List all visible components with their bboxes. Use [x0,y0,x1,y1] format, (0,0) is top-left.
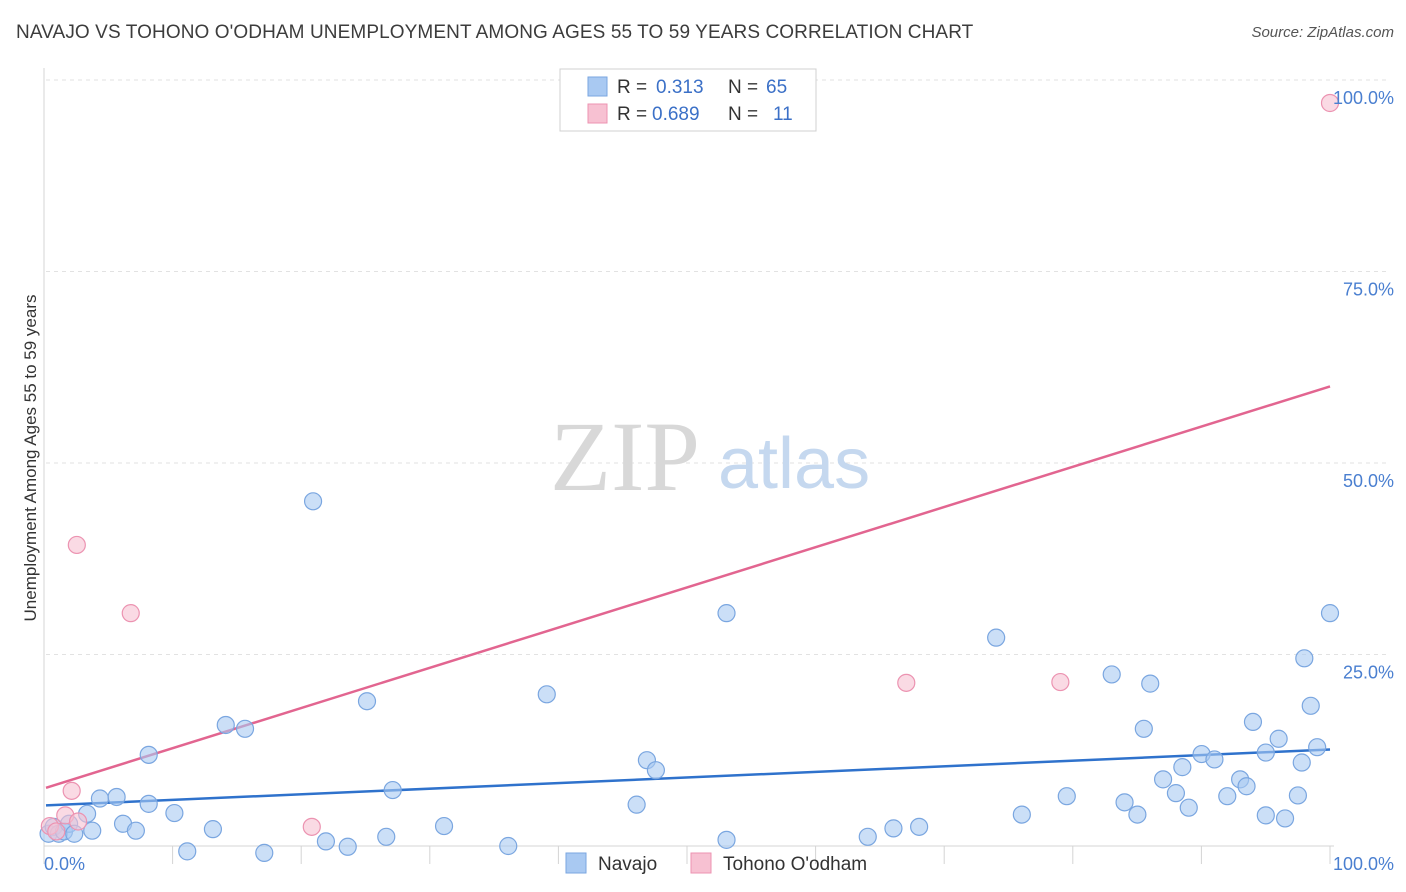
legend-swatch-navajo [587,76,608,97]
y-tick-label-3: 25.0% [1343,663,1394,683]
point-navajo-57 [1269,729,1288,748]
point-navajo-47 [1173,758,1192,777]
watermark-atlas: atlas [718,424,870,504]
gridlines [46,79,1390,655]
point-navajo-35 [884,819,903,838]
point-navajo-29 [627,795,646,814]
y-tick-label-0: 100.0% [1333,88,1394,108]
point-navajo-7 [83,821,102,840]
point-navajo-33 [717,604,736,623]
point-navajo-39 [1057,787,1076,806]
point-tohono-6 [121,604,140,623]
x-tick-labels: 0.0% 100.0% [44,854,1394,874]
point-navajo-32 [717,830,736,849]
legend-r-label-tohono: R = [617,104,647,125]
legend-n-label-tohono: N = [728,104,758,125]
trend-line-tohono [45,385,1331,789]
point-navajo-27 [499,836,518,856]
point-navajo-45 [1153,770,1173,789]
point-navajo-21 [316,832,336,851]
correlation-legend: R = 0.313 N = 65 R = 0.689 N = 11 [559,68,817,132]
point-navajo-46 [1166,784,1186,803]
point-navajo-8 [90,789,110,808]
point-navajo-53 [1237,777,1256,796]
y-tick-labels: 100.0% 75.0% 50.0% 25.0% [1333,88,1394,683]
point-navajo-16 [203,820,223,839]
bottom-legend-navajo: Navajo [598,854,657,875]
point-navajo-14 [165,803,184,823]
y-tick-label-2: 50.0% [1343,471,1394,491]
bottom-legend-tohono: Tohono O'odham [723,854,867,875]
point-navajo-62 [1301,696,1320,715]
point-tohono-3 [68,812,88,831]
point-navajo-17 [216,715,235,735]
legend-r-value-tohono: 0.689 [652,104,700,125]
point-navajo-36 [910,817,929,836]
watermark: ZIP atlas [550,401,870,512]
watermark-zip: ZIP [550,401,700,512]
point-navajo-37 [987,628,1006,647]
point-navajo-11 [126,821,145,840]
legend-r-label-navajo: R = [617,77,647,98]
point-tohono-10 [1320,93,1340,113]
point-navajo-18 [235,719,255,738]
chart-source: Source: ZipAtlas.com [1251,24,1394,41]
point-navajo-55 [1256,806,1275,825]
bottom-legend-swatch-navajo [565,852,587,874]
series-legend: Navajo Tohono O'odham [565,852,867,875]
trend-lines [45,385,1331,807]
point-navajo-13 [139,794,158,813]
bottom-legend-swatch-tohono [690,852,712,874]
point-navajo-12 [139,745,158,764]
point-navajo-31 [646,761,666,780]
point-tohono-5 [67,535,86,555]
legend-n-label-navajo: N = [728,77,758,98]
legend-n-value-navajo: 65 [766,77,787,98]
legend-n-value-tohono: 11 [773,104,793,125]
point-navajo-42 [1128,805,1147,824]
point-navajo-23 [357,692,377,711]
point-navajo-56 [1256,743,1275,762]
point-navajo-54 [1243,712,1263,732]
y-tick-label-1: 75.0% [1343,280,1394,300]
y-axis-label: Unemployment Among Ages 55 to 59 years [21,295,40,622]
point-navajo-43 [1134,719,1153,738]
legend-r-value-navajo: 0.313 [656,77,704,98]
point-navajo-48 [1179,798,1198,817]
data-points [39,93,1340,862]
point-navajo-41 [1115,793,1134,812]
point-navajo-50 [1205,750,1224,769]
point-navajo-24 [377,827,396,846]
point-navajo-44 [1141,674,1160,693]
point-navajo-26 [434,816,454,836]
point-navajo-51 [1218,787,1237,806]
point-navajo-22 [338,837,357,856]
legend-swatch-tohono [587,103,608,124]
point-tohono-4 [62,781,81,800]
point-navajo-61 [1295,649,1314,668]
point-tohono-8 [897,673,916,692]
point-navajo-40 [1102,665,1121,684]
point-navajo-20 [303,492,323,511]
point-navajo-25 [383,780,402,800]
point-navajo-38 [1012,805,1031,824]
point-navajo-60 [1292,753,1311,772]
point-navajo-58 [1275,809,1295,828]
chart-title: NAVAJO VS TOHONO O'ODHAM UNEMPLOYMENT AM… [16,22,974,43]
x-tick-label-1: 100.0% [1333,854,1394,874]
trend-line-navajo [45,748,1331,807]
point-navajo-28 [537,685,556,704]
point-tohono-1 [47,822,66,841]
x-tick-label-0: 0.0% [44,854,85,874]
point-navajo-19 [255,843,274,862]
point-tohono-7 [302,817,321,836]
point-tohono-9 [1051,672,1070,692]
point-navajo-34 [858,827,877,846]
point-navajo-63 [1308,738,1327,757]
point-navajo-15 [178,842,197,861]
point-navajo-59 [1288,786,1308,805]
point-navajo-9 [107,787,126,807]
point-navajo-64 [1320,604,1340,623]
